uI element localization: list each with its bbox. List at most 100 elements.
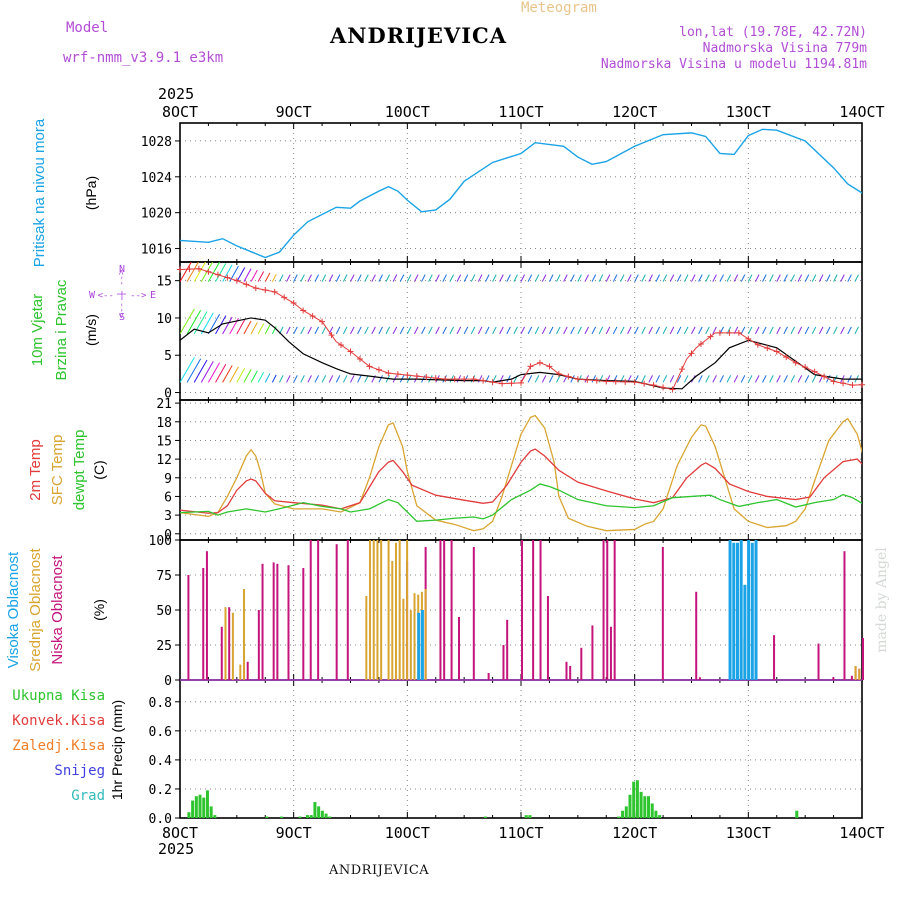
wind-gust-marker xyxy=(574,376,581,383)
wind-barb xyxy=(257,271,265,282)
wind-barb xyxy=(584,274,589,282)
wind-barb xyxy=(406,326,412,335)
wind-barb xyxy=(527,375,533,383)
wind-barb xyxy=(662,326,668,335)
cloud-bar xyxy=(187,575,190,680)
cloud-bar xyxy=(369,540,372,680)
wind-gust-marker xyxy=(688,350,695,357)
cloud-bar xyxy=(417,612,421,680)
temperature-ytick-label: 21 xyxy=(156,397,172,412)
cloud-bar xyxy=(228,607,231,680)
cloud-bar xyxy=(450,540,453,680)
wind-barb xyxy=(186,262,199,282)
wind-gust-marker xyxy=(233,277,240,284)
altitude-label: Nadmorska Visina 779m xyxy=(702,41,867,56)
wind-barb xyxy=(279,375,284,383)
x-tick-label-top: 10OCT xyxy=(385,103,430,121)
precip-bar xyxy=(632,781,636,818)
precip-bar xyxy=(621,810,625,818)
dewpoint-line xyxy=(180,483,862,523)
wind-gust-marker xyxy=(328,332,335,339)
cloud-bar xyxy=(457,617,460,680)
wind-barb xyxy=(527,326,533,335)
cloud-bar xyxy=(591,625,594,680)
cloud-bar xyxy=(272,562,275,680)
cloud-bar xyxy=(613,540,616,680)
wind-barb xyxy=(456,326,462,335)
wind-barb xyxy=(215,263,227,282)
cloud-bar xyxy=(817,643,820,680)
wind-gust-marker xyxy=(480,377,487,384)
wind-barb xyxy=(698,274,703,282)
wind-barb xyxy=(435,326,440,335)
wind-gust-marker xyxy=(622,378,629,385)
wind-barb xyxy=(193,262,207,282)
wind-gust-marker xyxy=(186,266,193,273)
wind-barb xyxy=(563,274,568,282)
wind-barb xyxy=(783,326,788,335)
wind-gust-marker xyxy=(707,333,714,340)
cloud-bar xyxy=(309,540,312,680)
wind-barb xyxy=(790,274,796,282)
wind-barb xyxy=(676,326,682,335)
wind-barb xyxy=(605,326,611,335)
wind-barb xyxy=(776,375,781,383)
wind-dir-west: W xyxy=(89,290,96,301)
wind-barb xyxy=(385,326,391,335)
wind-barb xyxy=(477,274,483,282)
temperature-ytick-label: 9 xyxy=(164,472,172,487)
cloud-bar xyxy=(754,540,758,680)
wind-gust-marker xyxy=(413,373,420,380)
wind-barb xyxy=(485,274,490,282)
wind-barb xyxy=(520,326,526,335)
cloud-bar xyxy=(747,540,751,680)
wind-gust-marker xyxy=(177,266,183,273)
wind-barb xyxy=(811,326,817,335)
precip-bar xyxy=(324,813,328,818)
cloud-bar xyxy=(539,540,542,680)
x-tick-label-bottom: 9OCT xyxy=(276,824,312,842)
wind-barb xyxy=(222,365,233,383)
precip-bar xyxy=(187,812,191,818)
precip-bar xyxy=(483,816,487,818)
cloud-bar xyxy=(220,626,223,680)
wind-gust-marker xyxy=(281,294,288,301)
wind-barb xyxy=(399,326,405,335)
wind-barb xyxy=(250,269,258,282)
wind-barb xyxy=(250,370,258,383)
wind-barb xyxy=(428,326,433,335)
cloud-bar xyxy=(276,563,279,680)
wind-barb xyxy=(506,326,511,335)
wind-label-2: Brzina i Pravac xyxy=(53,279,70,380)
cloud-bar xyxy=(487,673,490,680)
cloud-bar xyxy=(246,661,249,680)
wind-barb xyxy=(485,326,490,335)
wind-barb xyxy=(712,375,717,383)
cloud-bar xyxy=(661,547,664,680)
wind-barb xyxy=(804,274,810,282)
cloud-bar xyxy=(387,540,390,680)
wind-barb xyxy=(328,274,334,282)
wind-barb xyxy=(506,274,511,282)
wind-barb xyxy=(797,375,803,383)
wind-barb xyxy=(811,274,817,282)
wind-barb xyxy=(350,326,355,335)
cloud-bar xyxy=(413,593,416,680)
wind-barb xyxy=(257,371,265,383)
precip-bar xyxy=(265,816,269,818)
sfc-temp-label: SFC Temp xyxy=(49,435,66,506)
wind-barb xyxy=(321,326,327,335)
wind-barb xyxy=(236,319,246,335)
wind-gust-marker xyxy=(375,366,382,373)
model-label: Model xyxy=(66,20,109,36)
dewpt-label: dewpt Temp xyxy=(71,430,88,511)
wind-barb xyxy=(705,274,710,282)
wind-barb xyxy=(818,274,824,282)
wind-barb xyxy=(307,375,312,383)
wind-barb xyxy=(662,274,668,282)
wind-barb xyxy=(435,274,440,282)
precip-bar xyxy=(309,815,313,818)
cloud-bar xyxy=(424,589,427,680)
wind-barb xyxy=(371,326,376,335)
